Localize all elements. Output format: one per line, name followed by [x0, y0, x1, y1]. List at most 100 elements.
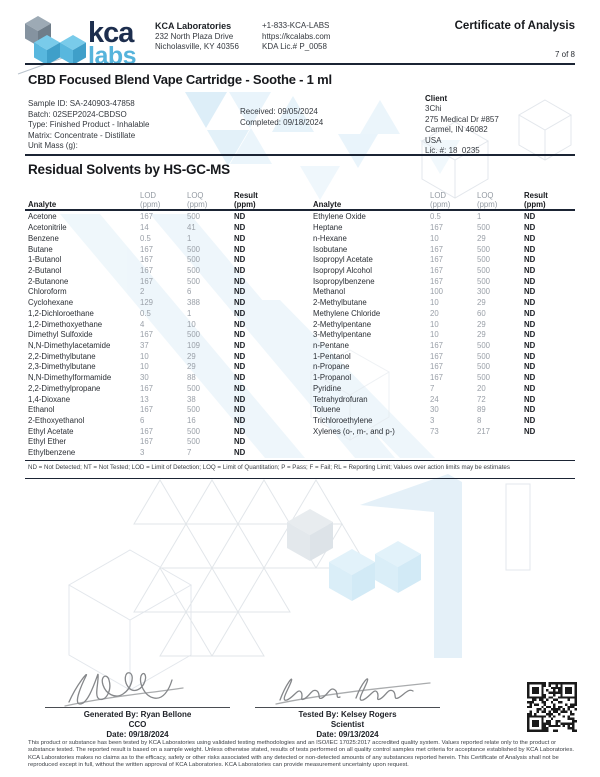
- loq-cell: 72: [477, 394, 486, 404]
- loq-cell: 388: [187, 298, 201, 308]
- lod-cell: 10: [430, 233, 439, 243]
- result-cell: ND: [234, 330, 246, 340]
- result-cell: ND: [234, 287, 246, 297]
- result-cell: ND: [524, 405, 536, 415]
- table-row: Benzene 0.5 1 ND: [28, 233, 302, 244]
- table-row: Dimethyl Sulfoxide 167 500 ND: [28, 329, 302, 340]
- residual-solvents-table-left: Analyte LOD (ppm) LOQ (ppm) Result (ppm) Ac…: [28, 186, 302, 457]
- lod-cell: 10: [140, 362, 149, 372]
- result-cell: ND: [234, 340, 246, 350]
- analyte-cell: Chloroform: [28, 287, 67, 297]
- analyte-cell: 2-Methylbutane: [313, 298, 367, 308]
- analyte-cell: 1,2-Dichloroethane: [28, 308, 94, 318]
- result-cell: ND: [234, 244, 246, 254]
- svg-text:labs: labs: [88, 42, 136, 66]
- loq-cell: 500: [477, 255, 491, 265]
- analyte-cell: N,N-Dimethylacetamide: [28, 340, 111, 350]
- result-cell: ND: [524, 340, 536, 350]
- table-row: Ethyl Ether 167 500 ND: [28, 437, 302, 448]
- analyte-cell: Methanol: [313, 287, 346, 297]
- loq-cell: 88: [187, 373, 196, 383]
- table-row: Ethylene Oxide 0.5 1 ND: [313, 212, 575, 223]
- result-cell: ND: [524, 308, 536, 318]
- sample-dates-block: Received: 09/05/2024 Completed: 09/18/20…: [240, 107, 323, 128]
- company-phone: +1-833-KCA-LABS: [262, 21, 330, 30]
- loq-cell: 500: [187, 383, 201, 393]
- lod-cell: 167: [430, 340, 444, 350]
- result-cell: ND: [234, 394, 246, 404]
- loq-cell: 500: [477, 362, 491, 372]
- document-type-title: Certificate of Analysis: [454, 20, 575, 32]
- table-row: Acetonitrile 14 41 ND: [28, 222, 302, 233]
- loq-cell: 29: [477, 319, 486, 329]
- lod-cell: 14: [140, 223, 149, 233]
- lod-cell: 37: [140, 340, 149, 350]
- table-bottom-divider: [25, 460, 575, 461]
- sample-details-block: Sample ID: SA-240903-47858 Batch: 02SEP2…: [28, 99, 149, 152]
- loq-cell: 500: [477, 244, 491, 254]
- tested-by-date: Date: 09/13/2024: [316, 730, 379, 739]
- loq-cell: 500: [187, 255, 201, 265]
- lod-cell: 167: [430, 265, 444, 275]
- result-cell: ND: [524, 287, 536, 297]
- lod-cell: 167: [140, 405, 154, 415]
- loq-cell: 16: [187, 416, 196, 426]
- section-divider: [25, 154, 575, 156]
- col-header-analyte: Analyte: [28, 200, 57, 209]
- analyte-cell: 2-Ethoxyethanol: [28, 416, 85, 426]
- table-row: 1-Pentanol 167 500 ND: [313, 351, 575, 362]
- lod-cell: 167: [140, 212, 154, 222]
- loq-cell: 29: [187, 362, 196, 372]
- loq-cell: 300: [477, 287, 491, 297]
- analyte-cell: n-Pentane: [313, 340, 349, 350]
- header-divider: [25, 63, 575, 65]
- lod-cell: 10: [430, 330, 439, 340]
- analyte-cell: 2,2-Dimethylpropane: [28, 383, 101, 393]
- company-address-block: KCA Laboratories 232 North Plaza Drive N…: [155, 21, 239, 53]
- loq-cell: 500: [187, 426, 201, 436]
- company-license: KDA Lic.# P_0058: [262, 42, 327, 51]
- lod-cell: 73: [430, 426, 439, 436]
- lod-cell: 0.5: [140, 233, 151, 243]
- result-cell: ND: [234, 416, 246, 426]
- loq-cell: 60: [477, 308, 486, 318]
- lod-cell: 4: [140, 319, 145, 329]
- sample-type: Type: Finished Product - Inhalable: [28, 120, 150, 129]
- analyte-cell: Tetrahydrofuran: [313, 394, 368, 404]
- residual-solvents-table-right: Analyte LOD (ppm) LOQ (ppm) Result (ppm) Et…: [313, 186, 575, 436]
- table-header-row: Analyte LOD (ppm) LOQ (ppm) Result (ppm): [28, 186, 302, 209]
- analyte-cell: Isopropyl Alcohol: [313, 265, 372, 275]
- analyte-cell: Ethyl Acetate: [28, 426, 74, 436]
- table-row: n-Pentane 167 500 ND: [313, 340, 575, 351]
- loq-cell: 109: [187, 340, 201, 350]
- qr-code: [527, 682, 577, 732]
- lod-cell: 100: [430, 287, 444, 297]
- analyte-cell: Acetonitrile: [28, 223, 67, 233]
- result-cell: ND: [524, 319, 536, 329]
- table-row: 2,2-Dimethylbutane 10 29 ND: [28, 351, 302, 362]
- table-row: 1,4-Dioxane 13 38 ND: [28, 394, 302, 405]
- generated-by-signature-graphic: [64, 672, 184, 707]
- lod-cell: 10: [430, 298, 439, 308]
- analyte-cell: n-Hexane: [313, 233, 347, 243]
- sample-batch: Batch: 02SEP2024-CBDSO: [28, 109, 127, 119]
- loq-cell: 500: [477, 265, 491, 275]
- table-row: 1,2-Dichloroethane 0.5 1 ND: [28, 308, 302, 319]
- table-row: N,N-Dimethylacetamide 37 109 ND: [28, 340, 302, 351]
- result-cell: ND: [234, 437, 246, 447]
- lod-cell: 167: [140, 383, 154, 393]
- tested-by-signature-line: [255, 707, 440, 708]
- company-name: KCA Laboratories: [155, 21, 232, 31]
- client-label: Client: [425, 94, 448, 103]
- result-cell: ND: [524, 265, 536, 275]
- loq-cell: 500: [187, 330, 201, 340]
- result-cell: ND: [234, 308, 246, 318]
- table-row: Xylenes (o-, m-, and p-) 73 217 ND: [313, 426, 575, 437]
- result-cell: ND: [524, 394, 536, 404]
- lod-cell: 3: [140, 448, 145, 458]
- table-row: Ethylbenzene 3 7 ND: [28, 447, 302, 458]
- table-row: Pyridine 7 20 ND: [313, 383, 575, 394]
- analyte-cell: Isopropylbenzene: [313, 276, 375, 286]
- result-cell: ND: [234, 298, 246, 308]
- client-name: 3Chi: [425, 104, 442, 114]
